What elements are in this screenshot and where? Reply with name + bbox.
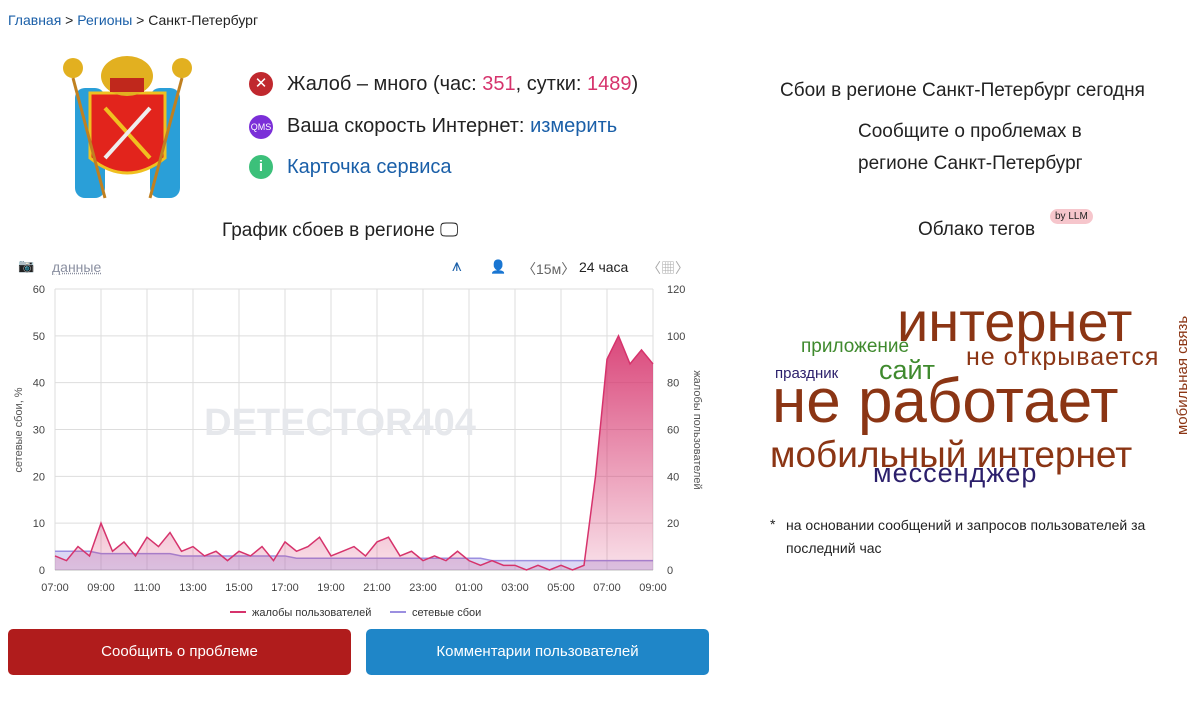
y-tick-label: 50 xyxy=(33,331,45,343)
x-tick-label: 19:00 xyxy=(317,582,345,594)
region-title: Сбои в регионе Санкт-Петербург сегодня xyxy=(780,80,1145,101)
complaints-status: Жалоб – много (час: 351, сутки: 1489) xyxy=(287,73,638,96)
tag[interactable]: праздник xyxy=(775,365,839,382)
speed-status: Ваша скорость Интернет: измерить xyxy=(287,115,617,138)
y2-tick-label: 40 xyxy=(667,471,679,483)
text: Ваша скорость Интернет: xyxy=(287,115,525,137)
tag[interactable]: мобильная связь xyxy=(1174,315,1191,435)
legend-label: сетевые сбои xyxy=(412,607,481,619)
x-tick-label: 21:00 xyxy=(363,582,391,594)
watermark: DETECTOR404 xyxy=(204,402,476,444)
x-tick-label: 17:00 xyxy=(271,582,299,594)
footnote-mark: * xyxy=(770,516,776,532)
y2-tick-label: 100 xyxy=(667,331,685,343)
chart-title: График сбоев в регионе 🖵 xyxy=(222,220,459,241)
y2-tick-label: 20 xyxy=(667,518,679,530)
qms-icon: QMS xyxy=(249,115,273,139)
report-line: Сообщите о проблемах в xyxy=(858,121,1082,142)
camera-icon[interactable]: 📷 xyxy=(18,258,35,273)
y-tick-label: 60 xyxy=(33,284,45,296)
comments-button[interactable]: Комментарии пользователей xyxy=(366,629,709,675)
service-card-link[interactable]: Карточка сервиса xyxy=(287,156,452,178)
y-tick-label: 10 xyxy=(33,518,45,530)
series-area xyxy=(55,335,653,570)
y-tick-label: 40 xyxy=(33,378,45,390)
breadcrumb: Главная > Регионы > Санкт-Петербург xyxy=(8,12,259,28)
tag[interactable]: сайт xyxy=(879,355,935,385)
y-tick-label: 0 xyxy=(39,565,45,577)
text: Жалоб – много (час: xyxy=(287,73,483,95)
x-tick-label: 01:00 xyxy=(455,582,483,594)
y2-axis-label: жалобы пользователей xyxy=(691,370,703,489)
y-tick-label: 30 xyxy=(33,425,45,437)
coat-of-arms xyxy=(63,56,192,199)
series-line xyxy=(54,334,654,571)
x-tick-label: 15:00 xyxy=(225,582,253,594)
x-tick-label: 05:00 xyxy=(547,582,575,594)
tag[interactable]: не работает xyxy=(772,367,1119,436)
error-icon: ✕ xyxy=(249,72,273,96)
llm-badge: by LLM xyxy=(1050,209,1093,224)
day-count: 1489 xyxy=(586,73,632,95)
period[interactable]: 24 часа xyxy=(579,259,629,275)
crumb: Санкт-Петербург xyxy=(148,12,259,28)
x-tick-label: 13:00 xyxy=(179,582,207,594)
cloud-title: Облако тегов xyxy=(918,219,1036,240)
data-link[interactable]: данные xyxy=(52,259,102,275)
report-button[interactable]: Сообщить о проблеме xyxy=(8,629,351,675)
chart: DETECTOR404 сетевые сбои, % жалобы польз… xyxy=(13,284,703,619)
x-tick-label: 09:00 xyxy=(87,582,115,594)
tag[interactable]: интернет xyxy=(897,290,1133,353)
x-tick-label: 03:00 xyxy=(501,582,529,594)
tag[interactable]: мессенджер xyxy=(873,458,1038,488)
text: , сутки: xyxy=(515,73,587,95)
crumb[interactable]: Регионы xyxy=(77,12,133,28)
x-tick-label: 07:00 xyxy=(593,582,621,594)
hour-count: 351 xyxy=(482,73,516,95)
x-tick-label: 09:00 xyxy=(639,582,667,594)
legend-label: жалобы пользователей xyxy=(252,607,371,619)
report-line: регионе Санкт-Петербург xyxy=(858,153,1083,174)
x-tick-label: 11:00 xyxy=(134,582,161,594)
x-tick-label: 23:00 xyxy=(409,582,437,594)
chart-mode-icon[interactable]: ⩚ xyxy=(452,256,462,275)
y2-tick-label: 120 xyxy=(667,284,685,296)
crumb[interactable]: Главная xyxy=(8,12,62,28)
interval[interactable]: 〈15м〉 xyxy=(522,261,576,277)
title: График сбоев в регионе xyxy=(222,220,435,241)
y2-tick-label: 80 xyxy=(667,378,679,390)
y-axis-label: сетевые сбои, % xyxy=(13,387,25,472)
y-tick-label: 20 xyxy=(33,471,45,483)
y2-tick-label: 0 xyxy=(667,565,673,577)
y2-tick-label: 60 xyxy=(667,425,679,437)
measure-link[interactable]: измерить xyxy=(530,115,618,137)
tag[interactable]: не открывается xyxy=(966,343,1160,371)
tag[interactable]: приложение xyxy=(801,336,910,357)
x-tick-label: 07:00 xyxy=(41,582,69,594)
info-icon: i xyxy=(249,155,273,179)
calendar-nav[interactable]: 〈▦〉 xyxy=(647,260,689,276)
text: ) xyxy=(631,73,639,95)
tag[interactable]: мобильный интернет xyxy=(770,434,1133,475)
footnote: на основании сообщений и запросов пользо… xyxy=(786,517,1146,556)
user-icon[interactable]: 👤 xyxy=(490,259,507,274)
